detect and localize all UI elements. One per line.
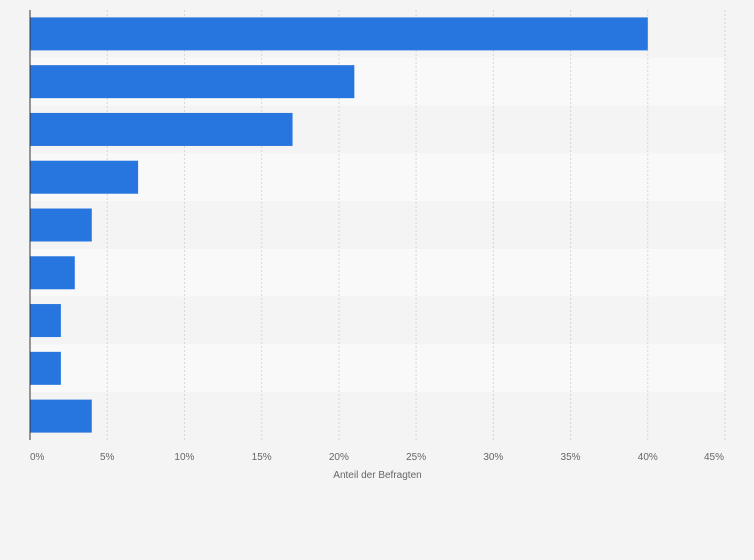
x-tick-label: 25% xyxy=(406,452,426,463)
x-tick-label: 35% xyxy=(561,452,581,463)
bar[interactable] xyxy=(30,256,75,290)
row-band xyxy=(30,392,725,440)
bar[interactable] xyxy=(30,304,61,338)
x-tick-label: 45% xyxy=(704,452,724,463)
x-tick-label: 40% xyxy=(638,452,658,463)
x-axis-ticks: 0% 5% 10% 15% 20% 25% 30% 35% 40% 45% xyxy=(30,452,724,463)
bars xyxy=(30,17,648,433)
x-tick-label: 10% xyxy=(174,452,194,463)
bar[interactable] xyxy=(30,208,92,242)
row-band xyxy=(30,153,725,202)
bar[interactable] xyxy=(30,17,648,51)
row-band xyxy=(30,296,725,345)
x-tick-label: 20% xyxy=(329,452,349,463)
row-band xyxy=(30,344,725,393)
bar[interactable] xyxy=(30,351,61,385)
x-tick-label: 30% xyxy=(483,452,503,463)
row-bands xyxy=(30,10,725,440)
x-axis-title: Anteil der Befragten xyxy=(333,470,421,481)
x-tick-label: 15% xyxy=(252,452,272,463)
x-tick-label: 0% xyxy=(30,452,45,463)
bar[interactable] xyxy=(30,399,92,433)
bar[interactable] xyxy=(30,160,139,194)
row-band xyxy=(30,201,725,249)
x-tick-label: 5% xyxy=(100,452,115,463)
bar[interactable] xyxy=(30,112,293,146)
bar[interactable] xyxy=(30,65,355,99)
row-band xyxy=(30,248,725,297)
